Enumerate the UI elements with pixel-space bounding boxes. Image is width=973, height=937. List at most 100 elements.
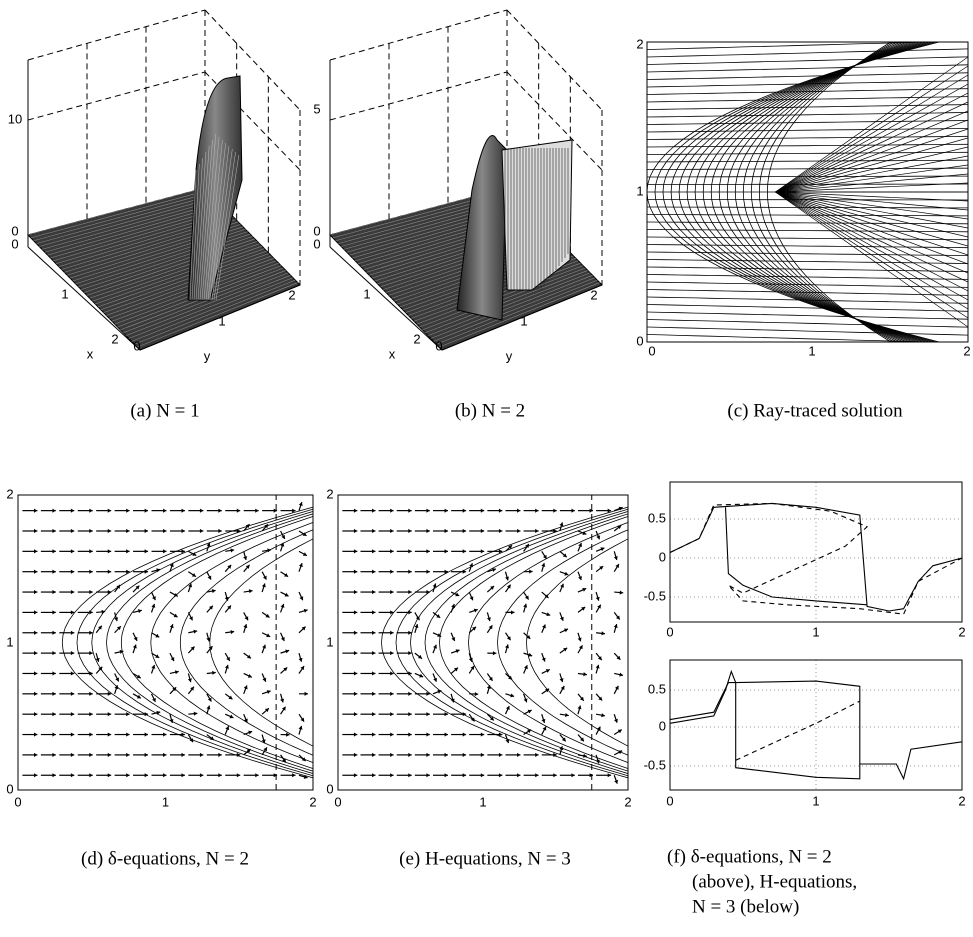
- box-edge: [27, 9, 206, 61]
- arrow-head: [571, 773, 575, 778]
- arrow-head: [498, 773, 503, 778]
- arrow-head: [286, 732, 290, 737]
- arrow-head: [181, 508, 185, 513]
- arrow-head: [498, 549, 503, 554]
- arrow-head: [281, 706, 286, 711]
- wavefront: [654, 42, 937, 342]
- arrow-head: [617, 729, 622, 734]
- arrow-head: [614, 718, 618, 723]
- arrow-head: [89, 732, 93, 737]
- arrow-head: [243, 624, 248, 629]
- surface-mesh: [86, 238, 255, 296]
- arrow-head: [597, 604, 601, 609]
- ray: [647, 244, 968, 249]
- arrow-head: [544, 594, 549, 598]
- arrow-head: [89, 773, 93, 778]
- contour: [106, 513, 313, 772]
- arrow-head: [492, 568, 496, 572]
- arrow-head: [280, 698, 285, 703]
- tick-label: y: [506, 348, 513, 363]
- arrow-head: [280, 637, 285, 641]
- arrow-head: [107, 528, 112, 534]
- arrow-head: [614, 779, 619, 784]
- arrow-head: [390, 549, 394, 554]
- arrow-head: [580, 737, 584, 742]
- ray: [775, 191, 968, 310]
- arrow-head: [571, 508, 575, 513]
- arrow-head: [415, 616, 420, 621]
- arrow-head: [559, 746, 564, 751]
- arrow-head: [408, 712, 412, 717]
- arrow-head: [618, 506, 623, 511]
- arrow-head: [444, 773, 448, 778]
- arrow-head: [70, 610, 75, 615]
- arrow-head: [152, 697, 156, 702]
- arrow-head: [523, 698, 528, 703]
- arrow-head: [155, 633, 160, 638]
- tick-label: 0: [313, 223, 320, 238]
- ray: [775, 191, 968, 220]
- surface-mesh: [47, 204, 222, 256]
- surface-mesh: [215, 154, 240, 301]
- contour: [395, 508, 628, 777]
- ray: [775, 65, 968, 193]
- ray: [775, 164, 968, 193]
- arrow-head: [261, 739, 266, 744]
- arrow-head: [560, 685, 565, 690]
- arrow-head: [33, 691, 38, 696]
- ray-plot: [647, 42, 968, 342]
- arrow-head: [426, 732, 430, 737]
- ray: [647, 259, 968, 264]
- arrow-head: [280, 603, 285, 608]
- arrow-head: [437, 689, 442, 694]
- arrow-head: [211, 589, 216, 594]
- arrow-head: [266, 690, 271, 694]
- arrow-head: [163, 773, 167, 778]
- arrow-head: [136, 674, 141, 679]
- wavefront: [710, 42, 914, 342]
- surface-mesh: [103, 253, 270, 313]
- tick-label: 0: [11, 236, 18, 251]
- arrow-head: [455, 592, 460, 597]
- arrow-head: [577, 705, 582, 710]
- arrow-head: [244, 616, 249, 621]
- surface-mesh: [436, 279, 598, 345]
- tick-label: 1: [808, 343, 815, 358]
- arrow-head: [579, 696, 584, 701]
- arrow-head: [192, 552, 197, 556]
- arrow-head: [562, 553, 567, 558]
- arrow-head: [136, 694, 141, 699]
- arrow-head: [372, 691, 376, 696]
- arrow-head: [89, 528, 93, 534]
- arrow-head: [541, 657, 546, 662]
- caption: (e) H-equations, N = 3: [399, 848, 571, 869]
- arrow-head: [70, 589, 75, 595]
- arrow-head: [408, 589, 412, 595]
- arrow-head: [607, 773, 612, 778]
- arrow-head: [597, 656, 602, 661]
- arrow-head: [193, 629, 198, 634]
- caption: (a) N = 1: [130, 400, 199, 421]
- arrow-head: [151, 664, 156, 669]
- wavefront: [734, 42, 904, 342]
- ray: [775, 191, 968, 328]
- ray: [775, 191, 968, 274]
- arrow-head: [613, 624, 618, 628]
- arrow-head: [70, 691, 75, 696]
- ray: [647, 42, 660, 43]
- arrow-head: [209, 736, 214, 741]
- arrow-head: [408, 732, 412, 737]
- arrow-head: [462, 549, 467, 554]
- arrow-head: [169, 624, 174, 629]
- arrow-head: [577, 637, 582, 642]
- arrow-head: [581, 607, 586, 611]
- tick-label: 0: [11, 223, 18, 238]
- arrow-head: [553, 528, 557, 534]
- arrow-head: [101, 609, 106, 614]
- tick-label: 2: [111, 331, 118, 346]
- contour: [439, 516, 628, 769]
- grid-line: [506, 71, 603, 171]
- arrow-head: [52, 508, 56, 513]
- arrow-head: [151, 603, 156, 608]
- arrow-head: [472, 626, 477, 631]
